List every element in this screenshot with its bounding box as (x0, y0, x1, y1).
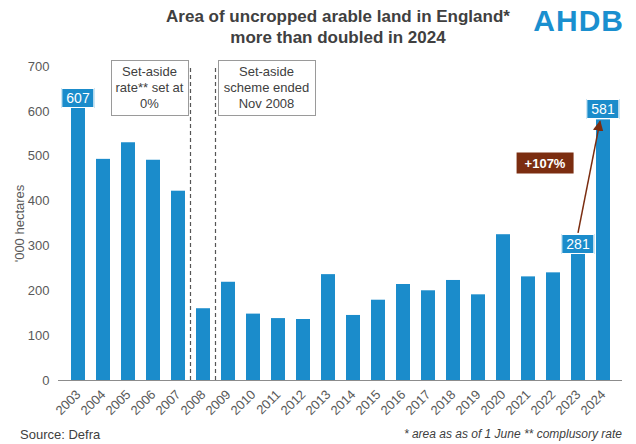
svg-text:2003: 2003 (53, 387, 84, 418)
html-text:AHDB: AHDB (533, 4, 624, 37)
svg-text:2008: 2008 (178, 387, 209, 418)
svg-text:2023: 2023 (553, 387, 584, 418)
svg-text:400: 400 (28, 193, 50, 208)
svg-text:600: 600 (28, 104, 50, 119)
html-text:Area of uncropped arable land: Area of uncropped arable land in England… (166, 7, 510, 26)
svg-text:100: 100 (28, 328, 50, 343)
svg-text:700: 700 (28, 59, 50, 74)
html-text:Source: Defra: Source: Defra (20, 426, 101, 442)
svg-text:2013: 2013 (303, 387, 334, 418)
svg-text:2015: 2015 (353, 387, 384, 418)
html-text:281: 281 (566, 235, 590, 252)
svg-text:'000 hectares: '000 hectares (12, 184, 27, 262)
svg-text:2018: 2018 (428, 387, 459, 418)
html-text:581: 581 (591, 101, 615, 118)
html-text:more than doubled in 2024: more than doubled in 2024 (230, 28, 446, 47)
svg-text:500: 500 (28, 148, 50, 163)
svg-text:2019: 2019 (453, 387, 484, 418)
svg-text:300: 300 (28, 238, 50, 253)
svg-text:2005: 2005 (103, 387, 134, 418)
html-text:607: 607 (66, 89, 90, 106)
html-text:* area as as of 1 June ** comp: * area as as of 1 June ** complusory rat… (403, 427, 622, 441)
svg-text:2021: 2021 (503, 387, 534, 418)
html-text:Set-aside rate** set at 0%: Set-aside rate** set at 0% (115, 64, 184, 111)
svg-text:2020: 2020 (478, 387, 509, 418)
svg-text:2017: 2017 (403, 387, 434, 418)
svg-text:2004: 2004 (78, 387, 109, 418)
svg-text:0: 0 (42, 373, 49, 388)
svg-text:2006: 2006 (128, 387, 159, 418)
svg-text:2011: 2011 (253, 387, 283, 417)
html-text:+107%: +107% (524, 155, 566, 171)
html-text:Set-aside scheme ended Nov 200: Set-aside scheme ended Nov 2008 (223, 64, 310, 111)
svg-text:2016: 2016 (378, 387, 409, 418)
svg-text:2007: 2007 (153, 387, 184, 418)
svg-text:2014: 2014 (328, 387, 359, 418)
svg-text:2024: 2024 (578, 387, 609, 418)
svg-text:2022: 2022 (528, 387, 559, 418)
svg-text:200: 200 (28, 283, 50, 298)
svg-text:2009: 2009 (203, 387, 234, 418)
svg-text:2010: 2010 (228, 387, 259, 418)
svg-text:2012: 2012 (278, 387, 309, 418)
